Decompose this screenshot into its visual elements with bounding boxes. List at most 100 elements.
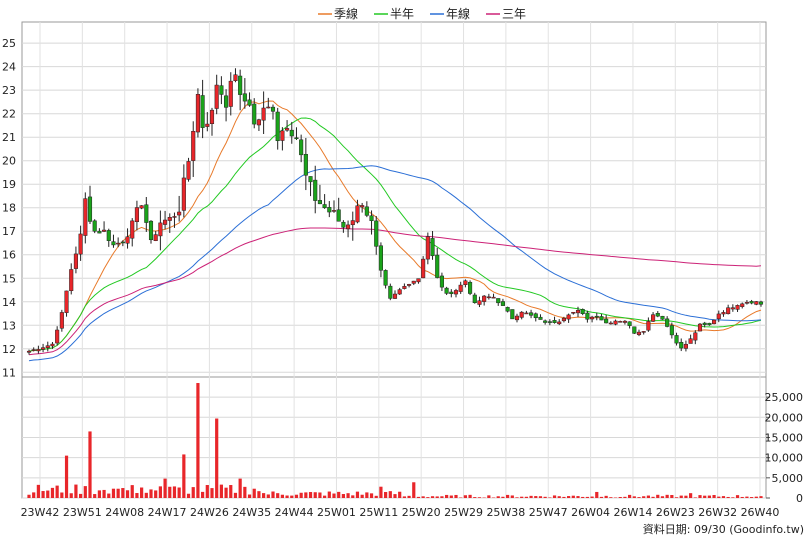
candle-body [614,321,618,324]
price-tick-label: 20 [2,155,16,168]
candle-body [670,325,674,334]
candle-body [74,254,78,269]
volume-bar [651,497,654,498]
volume-bar [107,494,110,498]
volume-bar [647,496,650,498]
price-tick-label: 18 [2,202,16,215]
candle-body [412,281,416,283]
volume-bar [140,488,143,498]
candle-body [557,322,561,324]
volume-bar [70,493,73,498]
volume-bar [323,496,326,498]
volume-bar [727,497,730,498]
x-tick-label: 25W11 [359,506,398,519]
candle-body [248,100,252,105]
candle-body [149,221,153,240]
candle-body [191,131,195,160]
candle-body [346,225,350,229]
candle-body [55,330,59,343]
volume-bar [548,497,551,498]
price-tick-label: 13 [2,319,16,332]
candle-body [360,205,364,207]
candle-body [496,298,500,302]
volume-bar [210,488,213,498]
volume-bar [248,495,251,498]
candle-body [98,231,102,233]
candle-body [370,216,374,221]
x-tick-label: 26W04 [571,506,610,519]
volume-bar [407,496,410,498]
candle-body [520,312,524,317]
candle-body [703,323,707,325]
volume-bar [393,494,396,498]
legend-label: 三年 [502,7,526,21]
footer-credit: 資料日期: 09/30 (Goodinfo.tw) [643,522,804,536]
candle-body [318,200,322,203]
candle-body [337,210,341,222]
candle-body [722,312,726,314]
legend-label: 季線 [334,6,358,21]
x-tick-label: 24W08 [105,506,144,519]
candle-body [140,206,144,209]
volume-tick-label: 15,000 [765,431,804,444]
volume-bar [351,495,354,498]
volume-bar [619,497,622,498]
candle-body [478,301,482,305]
x-tick-label: 24W26 [190,506,229,519]
candle-body [65,291,69,313]
candle-body [313,180,317,200]
candle-body [332,210,336,211]
volume-bar [243,487,246,498]
volume-bar [562,497,565,498]
candle-body [464,281,468,285]
volume-bar [79,494,82,498]
candle-body [525,313,529,314]
candle-body [698,324,702,331]
volume-bar [159,486,162,498]
volume-bar [285,496,288,498]
candle-body [623,321,627,322]
candle-body [689,339,693,344]
volume-bar [398,492,401,498]
candle-body [187,161,191,179]
price-tick-label: 21 [2,131,16,144]
candle-body [576,310,580,313]
candle-body [684,344,688,348]
candle-body [567,315,571,319]
candle-body [299,140,303,155]
volume-bar [229,485,232,498]
volume-bar [670,495,673,498]
candle-body [290,130,294,136]
volume-bar [257,491,260,498]
volume-bar [750,497,753,498]
volume-bar [703,496,706,498]
candle-body [365,207,369,216]
volume-bar [196,383,199,498]
price-tick-label: 17 [2,225,16,238]
candle-body [154,235,158,241]
candle-body [112,242,116,245]
volume-bar [234,493,237,498]
volume-bar [56,486,59,498]
volume-bar [586,497,589,498]
volume-bar [60,492,63,498]
volume-bar [534,496,537,498]
candle-body [435,255,439,278]
volume-tick-label: 5,000 [772,472,804,485]
volume-bar [628,495,631,498]
volume-bar [192,487,195,498]
volume-bar [178,488,181,498]
volume-bar [173,486,176,498]
volume-bar [422,496,425,498]
candle-body [595,316,599,317]
legend-label: 半年 [390,7,414,21]
volume-tick-label: 20,000 [765,411,804,424]
volume-bar [675,497,678,498]
volume-bar [609,497,612,498]
candle-body [88,197,92,222]
candle-body [548,322,552,323]
volume-bar [271,492,274,498]
candle-body [206,124,210,127]
volume-bar [553,495,556,498]
candle-body [60,312,64,328]
